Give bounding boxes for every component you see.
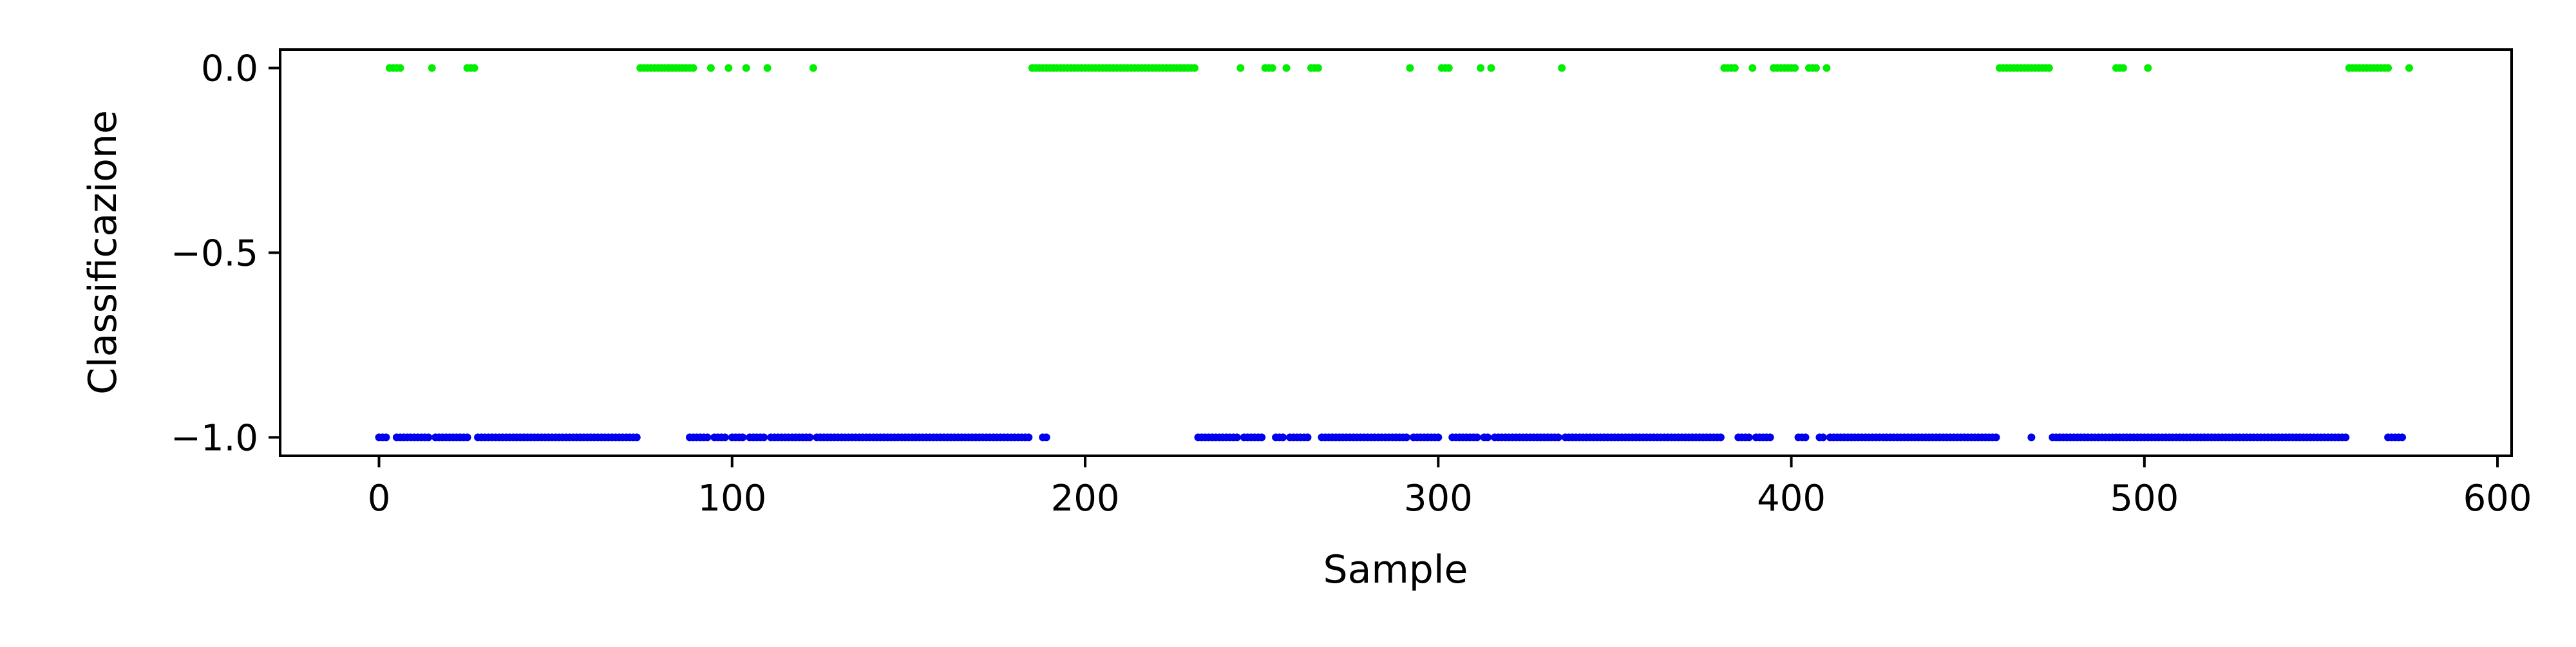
x-tick-label-0: 0 xyxy=(368,478,391,520)
y-tick-label-2: −1.0 xyxy=(171,417,258,459)
data-point-s0-25 xyxy=(724,64,733,72)
data-point-s1-162 xyxy=(1042,433,1050,442)
data-point-s0-24 xyxy=(706,64,715,72)
data-point-s1-22 xyxy=(463,433,471,442)
data-point-s0-3 xyxy=(396,64,404,72)
data-point-s0-75 xyxy=(1190,64,1198,72)
ticks-layer: 0 100 200 300 400 500 600 0.0 −0.5 −1.0 xyxy=(171,48,2532,520)
data-point-s0-26 xyxy=(742,64,750,72)
data-point-s1-359 xyxy=(2027,433,2036,442)
data-point-s0-95 xyxy=(1748,64,1757,72)
y-tick-label-1: −0.5 xyxy=(171,233,258,275)
data-point-s1-78 xyxy=(721,433,729,442)
data-point-s1-2 xyxy=(382,433,390,442)
data-point-s1-296 xyxy=(1716,433,1725,442)
data-point-s0-76 xyxy=(1236,64,1245,72)
data-point-s0-105 xyxy=(1812,64,1820,72)
points-layer xyxy=(375,64,2413,442)
data-point-s1-214 xyxy=(1402,433,1410,442)
data-point-s1-358 xyxy=(1992,433,2000,442)
data-point-s0-124 xyxy=(2119,64,2127,72)
data-point-s1-174 xyxy=(1233,433,1241,442)
data-point-s0-84 xyxy=(1406,64,1414,72)
data-point-s1-12 xyxy=(424,433,433,442)
data-point-s1-251 xyxy=(1554,433,1562,442)
data-point-s0-125 xyxy=(2144,64,2152,72)
x-tick-label-100: 100 xyxy=(697,478,766,520)
y-tick-label-0: 0.0 xyxy=(201,48,258,90)
data-point-s0-138 xyxy=(2405,64,2413,72)
data-point-s0-83 xyxy=(1314,64,1322,72)
data-point-s1-310 xyxy=(1819,433,1827,442)
data-point-s1-180 xyxy=(1258,433,1266,442)
data-point-s1-232 xyxy=(1484,433,1492,442)
data-point-s0-28 xyxy=(809,64,817,72)
data-point-s0-89 xyxy=(1487,64,1495,72)
data-point-s0-4 xyxy=(428,64,436,72)
data-point-s1-99 xyxy=(806,433,814,442)
data-point-s1-87 xyxy=(760,433,768,442)
data-point-s0-102 xyxy=(1791,64,1799,72)
data-point-s1-183 xyxy=(1279,433,1287,442)
x-tick-label-400: 400 xyxy=(1757,478,1826,520)
data-point-s0-79 xyxy=(1268,64,1276,72)
data-point-s0-90 xyxy=(1558,64,1566,72)
data-point-s0-27 xyxy=(763,64,772,72)
x-tick-label-600: 600 xyxy=(2463,478,2532,520)
data-point-s1-230 xyxy=(1473,433,1481,442)
data-point-s1-443 xyxy=(2342,433,2350,442)
data-point-s1-189 xyxy=(1303,433,1312,442)
plot-frame xyxy=(279,48,2513,457)
data-point-s1-448 xyxy=(2398,433,2407,442)
data-point-s0-7 xyxy=(470,64,478,72)
data-point-s1-305 xyxy=(1766,433,1774,442)
data-point-s0-106 xyxy=(1823,64,1831,72)
data-point-s1-222 xyxy=(1434,433,1443,442)
data-point-s1-160 xyxy=(1025,433,1033,442)
data-point-s0-80 xyxy=(1282,64,1291,72)
data-point-s0-87 xyxy=(1444,64,1453,72)
data-point-s0-121 xyxy=(2045,64,2053,72)
data-point-s1-74 xyxy=(703,433,712,442)
data-point-s1-82 xyxy=(739,433,747,442)
data-point-s0-88 xyxy=(1477,64,1485,72)
y-axis-label: Classificazione xyxy=(80,110,126,395)
x-tick-label-300: 300 xyxy=(1404,478,1473,520)
data-point-s0-137 xyxy=(2384,64,2392,72)
data-point-s1-300 xyxy=(1745,433,1753,442)
x-axis-label: Sample xyxy=(1323,547,1468,592)
x-tick-label-500: 500 xyxy=(2110,478,2179,520)
data-point-s0-94 xyxy=(1730,64,1739,72)
data-point-s1-308 xyxy=(1801,433,1810,442)
data-point-s0-23 xyxy=(689,64,697,72)
data-point-s1-68 xyxy=(632,433,641,442)
x-tick-label-200: 200 xyxy=(1051,478,1120,520)
